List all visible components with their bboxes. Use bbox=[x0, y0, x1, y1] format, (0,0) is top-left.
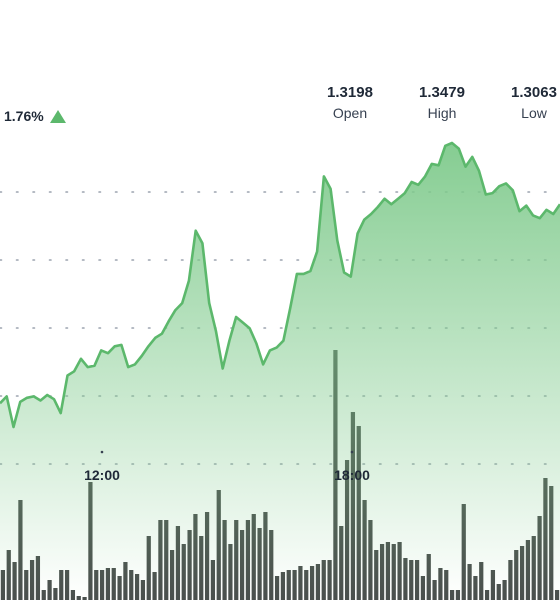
time-label: 18:00 bbox=[334, 467, 370, 483]
high-value: 1.3479 bbox=[419, 84, 465, 101]
high-label: High bbox=[427, 105, 457, 121]
time-label: 12:00 bbox=[84, 467, 120, 483]
low-value: 1.3063 bbox=[511, 84, 557, 101]
low-label: Low bbox=[521, 105, 547, 121]
stat-high: 1.3479 High bbox=[406, 84, 478, 121]
time-axis: 12:00 18:00 bbox=[84, 450, 370, 483]
price-area-fill bbox=[0, 143, 560, 600]
time-tick bbox=[100, 450, 104, 454]
stat-open: 1.3198 Open bbox=[314, 84, 386, 121]
price-line bbox=[0, 141, 560, 429]
open-label: Open bbox=[332, 105, 368, 121]
time-tick bbox=[350, 450, 354, 454]
stat-low: 1.3063 Low bbox=[498, 84, 560, 121]
open-value: 1.3198 bbox=[327, 84, 373, 101]
change-percent: 1.76% bbox=[4, 108, 66, 124]
change-percent-value: 1.76% bbox=[4, 108, 44, 124]
price-area bbox=[0, 141, 560, 600]
triangle-up-icon bbox=[49, 109, 66, 123]
